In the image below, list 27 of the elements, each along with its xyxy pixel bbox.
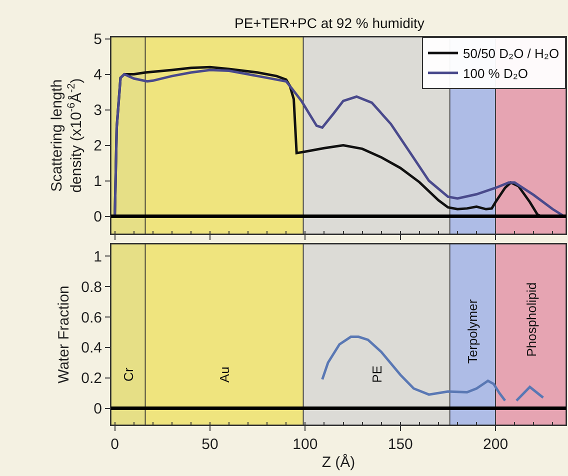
legend-label: 100 % D₂O: [463, 66, 528, 81]
band-label: Au: [216, 366, 232, 383]
y-tick-label: 4: [94, 66, 102, 84]
y-axis-title: Water Fraction: [55, 286, 72, 384]
y-tick-label: 0: [94, 400, 102, 418]
y-tick-label: 2: [94, 138, 102, 155]
x-tick-label: 200: [483, 436, 508, 453]
y-tick-label: 1: [94, 173, 102, 190]
chart-title: PE+TER+PC at 92 % humidity: [234, 14, 424, 31]
y-tick-label: 3: [94, 102, 102, 120]
y-tick-label: 5: [94, 31, 102, 48]
y-tick-label: 0.4: [81, 340, 102, 357]
band-label: PE: [369, 365, 384, 383]
band-label: Cr: [120, 367, 136, 382]
y-tick-label: 1: [94, 248, 102, 266]
y-tick-label: 0: [94, 208, 102, 226]
legend-label: 50/50 D₂O / H₂O: [463, 46, 560, 62]
y-tick-label: 0.6: [81, 309, 102, 326]
band-label: Phospholipid: [524, 282, 539, 357]
x-tick-label: 100: [292, 436, 318, 453]
x-tick-label: 50: [202, 436, 218, 453]
y-tick-label: 0.2: [81, 370, 102, 388]
x-tick-label: 0: [110, 436, 119, 453]
x-tick-label: 150: [388, 436, 413, 453]
y-tick-label: 0.8: [81, 278, 102, 296]
x-axis-title: Z (Å): [322, 453, 356, 471]
band-label: Terpolymer: [464, 298, 480, 364]
